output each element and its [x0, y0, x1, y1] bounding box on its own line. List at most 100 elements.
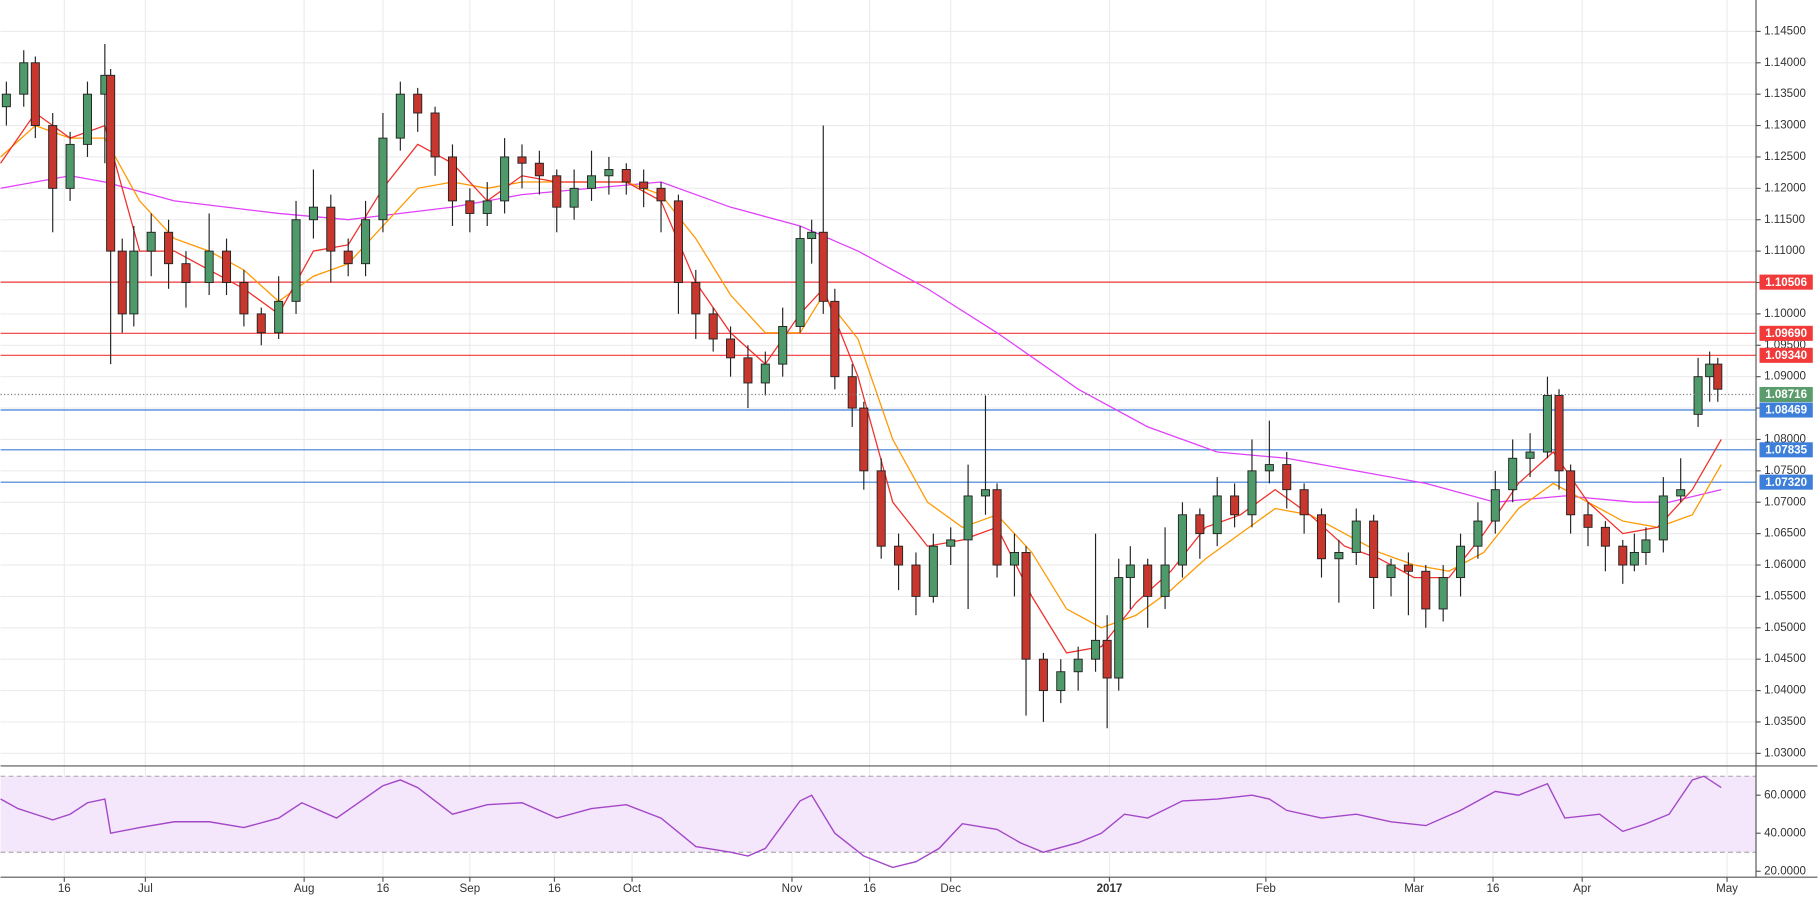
candle-body: [1490, 489, 1500, 522]
level-label: 1.09340: [1765, 350, 1807, 362]
candle-body: [326, 206, 336, 252]
candle-body: [1600, 526, 1610, 547]
y-tick-label: 1.13500: [1764, 88, 1806, 100]
candle-body: [726, 338, 736, 359]
level-label-box: [1759, 325, 1813, 341]
candle-body: [482, 200, 492, 214]
candle-body: [795, 238, 805, 327]
candle-body: [1021, 551, 1031, 660]
candle-body: [656, 187, 666, 202]
candle-body: [552, 175, 562, 208]
level-label-box: [1759, 442, 1813, 458]
candle-body: [1566, 470, 1576, 516]
candle-body: [859, 407, 869, 472]
candle-body: [82, 93, 92, 145]
candle-body: [291, 219, 301, 302]
x-tick-label: Mar: [1404, 883, 1424, 895]
y-tick-label: 1.05500: [1764, 590, 1806, 602]
level-label-box: [1759, 474, 1813, 490]
candle-body: [343, 250, 353, 265]
candle-body: [430, 112, 440, 158]
candle-body: [1403, 564, 1413, 572]
y-tick-label: 1.09000: [1764, 371, 1806, 383]
candle-body: [1195, 514, 1205, 535]
candle-body: [1160, 564, 1170, 597]
candle-body: [1230, 495, 1240, 516]
candle-body: [928, 545, 938, 597]
candle-body: [691, 282, 701, 315]
moving-average: [0, 175, 1722, 503]
candle-body: [1438, 577, 1448, 610]
candle-body: [894, 545, 904, 566]
current-price-box: [1759, 386, 1813, 403]
candle-body: [1282, 464, 1292, 491]
y-tick-label: 1.14500: [1764, 25, 1806, 37]
level-label: 1.08469: [1765, 405, 1807, 417]
candle-body: [1456, 545, 1466, 579]
x-tick-label: Feb: [1256, 883, 1276, 895]
candle-body: [378, 137, 388, 221]
candle-body: [569, 187, 579, 208]
y-tick-label: 20.0000: [1764, 865, 1806, 877]
candle-body: [1038, 658, 1048, 692]
y-tick-label: 1.06500: [1764, 528, 1806, 540]
level-label-box: [1759, 274, 1813, 290]
candle-body: [1386, 564, 1396, 579]
y-tick-label: 1.11500: [1764, 214, 1805, 226]
candle-body: [1143, 564, 1153, 597]
y-tick-label: 40.0000: [1764, 827, 1806, 839]
x-tick-label: 16: [58, 883, 71, 895]
x-tick-label: Oct: [623, 883, 642, 895]
y-tick-label: 1.07000: [1764, 496, 1806, 508]
candle-body: [361, 219, 371, 265]
candle-body: [256, 313, 266, 334]
candle-body: [1102, 639, 1112, 679]
candle-body: [517, 156, 527, 164]
candle-body: [1369, 520, 1379, 579]
candle-body: [129, 250, 139, 315]
candle-body: [1212, 495, 1222, 535]
candle-body: [1125, 564, 1135, 579]
candle-body: [911, 564, 921, 597]
x-tick-label: Apr: [1573, 883, 1591, 895]
candle-body: [1554, 395, 1564, 472]
y-tick-label: 1.10000: [1764, 308, 1806, 320]
candle-body: [1316, 514, 1327, 560]
candle-body: [1693, 376, 1703, 415]
y-tick-label: 1.11000: [1764, 245, 1805, 257]
candle-body: [1299, 489, 1309, 516]
candle-body: [1247, 470, 1257, 516]
rsi-band: [0, 776, 1757, 853]
candle-body: [106, 74, 116, 252]
y-tick-label: 1.07500: [1764, 465, 1806, 477]
candle-body: [274, 300, 284, 334]
candle-body: [818, 231, 828, 302]
candle-body: [1073, 658, 1083, 673]
candle-body: [760, 363, 770, 384]
candle-body: [1508, 457, 1518, 491]
candle-body: [500, 156, 510, 202]
candle-body: [308, 206, 318, 221]
x-tick-label: 16: [863, 883, 876, 895]
level-label: 1.07320: [1765, 477, 1807, 489]
candle-body: [708, 313, 718, 340]
candle-body: [586, 175, 597, 189]
level-label-box: [1759, 347, 1813, 363]
y-tick-label: 1.12500: [1764, 151, 1806, 163]
level-label: 1.10506: [1765, 277, 1807, 289]
x-tick-label: Jul: [138, 883, 153, 895]
candle-body: [1676, 489, 1686, 497]
y-tick-label: 1.06000: [1764, 559, 1806, 571]
candle-body: [876, 470, 886, 547]
level-label: 1.09690: [1765, 328, 1807, 340]
candle-body: [1334, 551, 1344, 560]
current-price-label: 1.08716: [1765, 389, 1807, 401]
candle-body: [1641, 539, 1651, 553]
candle-body: [1583, 514, 1593, 528]
x-tick-label: Sep: [460, 883, 481, 895]
x-tick-label: 2017: [1097, 883, 1123, 895]
plot: [0, 43, 1757, 869]
